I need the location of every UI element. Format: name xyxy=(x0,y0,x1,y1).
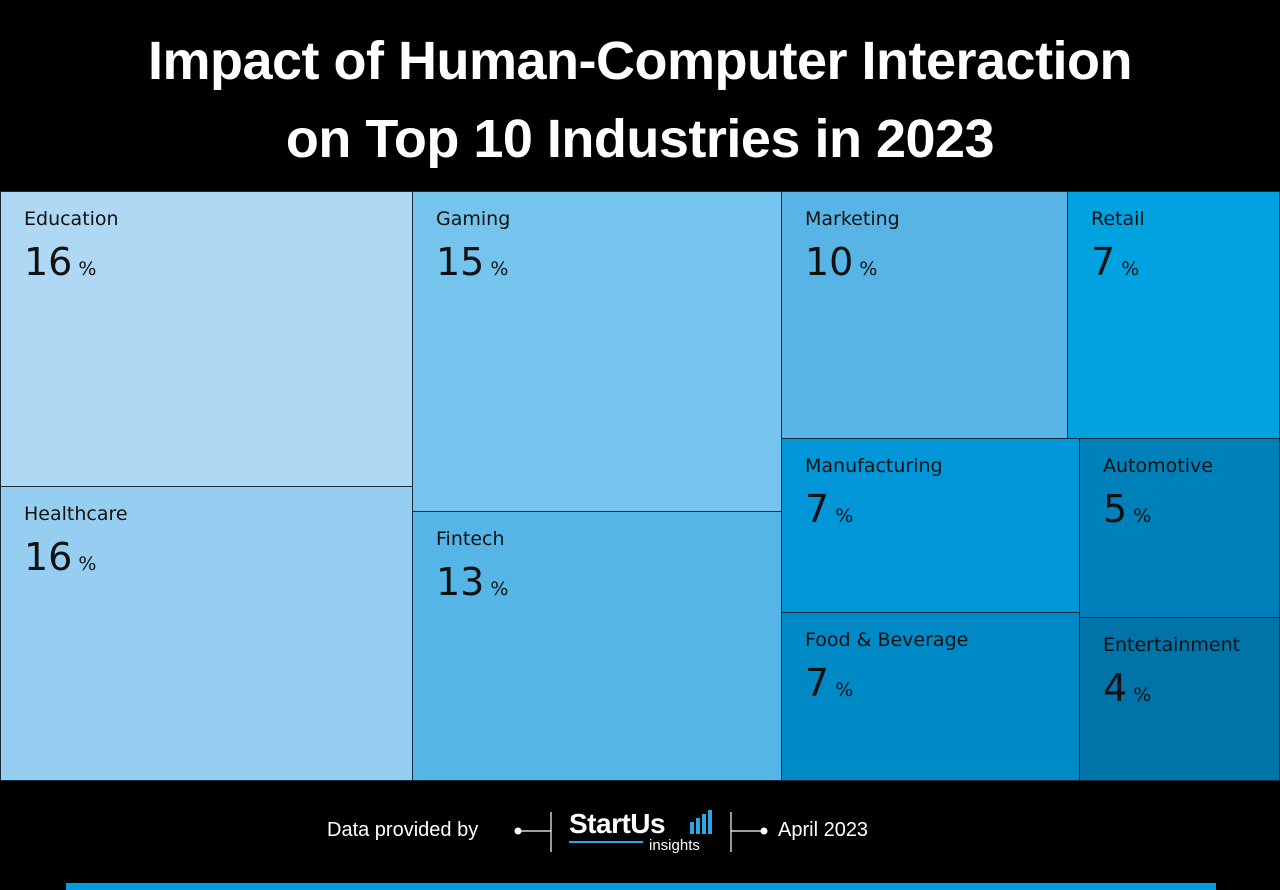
tile-value: 15% xyxy=(436,240,508,284)
date-label: April 2023 xyxy=(778,819,869,841)
tile-gaming: Gaming 15% xyxy=(412,191,782,512)
tile-food-beverage: Food & Beverage 7% xyxy=(781,612,1080,781)
tile-value-unit: % xyxy=(490,258,509,280)
tile-value-unit: % xyxy=(78,553,97,575)
data-provided-by-label: Data provided by xyxy=(327,819,479,841)
tile-label: Food & Beverage xyxy=(805,629,969,651)
tile-value: 7% xyxy=(1091,240,1139,284)
tile-label: Entertainment xyxy=(1103,634,1241,656)
tile-value: 16% xyxy=(24,535,96,579)
tile-value-number: 7 xyxy=(1091,240,1116,284)
chart-title-line-2: on Top 10 Industries in 2023 xyxy=(285,109,995,169)
tile-value-number: 16 xyxy=(24,240,73,284)
tile-value-unit: % xyxy=(1121,258,1140,280)
tile-value: 13% xyxy=(436,560,508,604)
tile-value-unit: % xyxy=(859,258,878,280)
tile-entertainment: Entertainment 4% xyxy=(1079,617,1280,781)
tile-value: 16% xyxy=(24,240,96,284)
tile-label: Education xyxy=(24,208,119,230)
tile-value-number: 7 xyxy=(805,487,830,531)
chart-title-line-1: Impact of Human-Computer Interaction xyxy=(147,31,1133,91)
tile-value-unit: % xyxy=(835,679,854,701)
tile-value-number: 7 xyxy=(805,661,830,705)
tile-value: 10% xyxy=(805,240,877,284)
tile-value-number: 16 xyxy=(24,535,73,579)
tile-value-number: 10 xyxy=(805,240,854,284)
tile-label: Retail xyxy=(1091,208,1145,230)
startus-insights-logo: StartUs insights xyxy=(569,808,719,854)
tile-healthcare: Healthcare 16% xyxy=(0,486,413,781)
treemap: Education 16% Healthcare 16% Gaming 15% Fintec… xyxy=(0,191,1280,781)
logo-name: StartUs xyxy=(569,808,666,839)
tile-label: Gaming xyxy=(436,208,511,230)
bottom-accent-bar xyxy=(66,883,1216,890)
tile-value-unit: % xyxy=(1133,684,1152,706)
tile-label: Automotive xyxy=(1103,455,1213,477)
tile-value-number: 13 xyxy=(436,560,485,604)
tile-fintech: Fintech 13% xyxy=(412,511,782,781)
tile-value: 7% xyxy=(805,487,853,531)
tile-manufacturing: Manufacturing 7% xyxy=(781,438,1080,613)
tile-value-unit: % xyxy=(78,258,97,280)
tile-value: 4% xyxy=(1103,666,1151,710)
bar-chart-icon xyxy=(690,810,712,834)
tile-education: Education 16% xyxy=(0,191,413,487)
logo-underline xyxy=(569,841,643,843)
footer: Data provided by StartUs insights April … xyxy=(0,806,1280,856)
tile-value: 5% xyxy=(1103,487,1151,531)
tile-value-unit: % xyxy=(835,505,854,527)
tile-retail: Retail 7% xyxy=(1067,191,1280,439)
tile-value: 7% xyxy=(805,661,853,705)
tile-automotive: Automotive 5% xyxy=(1079,438,1280,618)
logo-sub: insights xyxy=(649,837,700,854)
tile-value-unit: % xyxy=(1133,505,1152,527)
chart-title: Impact of Human-Computer Interaction on … xyxy=(0,22,1280,178)
tile-value-number: 4 xyxy=(1103,666,1128,710)
tile-label: Manufacturing xyxy=(805,455,943,477)
tile-marketing: Marketing 10% xyxy=(781,191,1068,439)
tile-label: Healthcare xyxy=(24,503,128,525)
tile-label: Fintech xyxy=(436,528,505,550)
tile-value-number: 15 xyxy=(436,240,485,284)
tile-label: Marketing xyxy=(805,208,900,230)
tile-value-number: 5 xyxy=(1103,487,1128,531)
tile-value-unit: % xyxy=(490,578,509,600)
